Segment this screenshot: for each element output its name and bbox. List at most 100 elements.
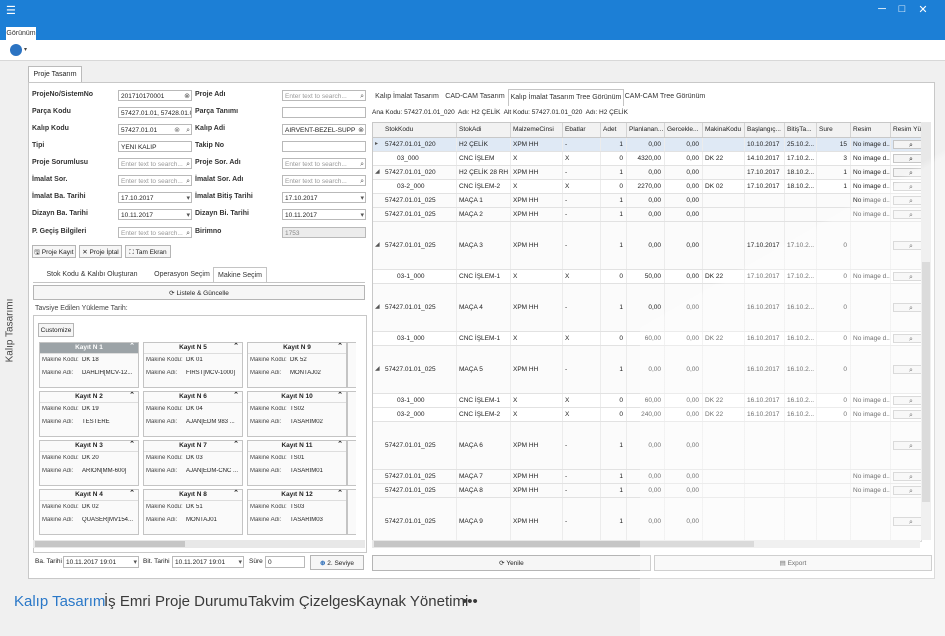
tab-stok-kodu[interactable]: Stok Kodu & Kalıbı Oluşturan Parçalar	[46, 271, 138, 293]
upload-image-button[interactable]: ⌕	[893, 181, 921, 191]
app-menu-icon[interactable]: ☰	[6, 5, 16, 17]
nav-kaynak-yonetimi[interactable]: Kaynak Yönetimi	[356, 593, 469, 610]
customize-button[interactable]: Customize	[38, 323, 74, 337]
tree-grid[interactable]: StokKodu StokAdi MalzemeCinsi Ebatlar Adet Pl…	[372, 122, 922, 542]
grid-horizontal-scrollbar[interactable]	[372, 540, 920, 548]
machine-card[interactable]: Kayıt N 1 ⌃ Makine Kodu: DK 18 Makine Adı: DA…	[39, 342, 139, 388]
clear-icon[interactable]: ⊗	[358, 127, 364, 134]
nav-more-icon[interactable]: •••	[462, 593, 478, 610]
chevron-up-icon[interactable]: ⌃	[337, 392, 343, 399]
imalat-bitis-date[interactable]: 17.10.2017 ▾	[282, 192, 366, 203]
takip-no-input[interactable]	[282, 141, 366, 152]
proje-no-input[interactable]: 201710170001 ⊗	[118, 90, 192, 101]
grid-header-7[interactable]: MakinaKodu	[703, 123, 745, 137]
search-icon[interactable]: ⌕	[186, 161, 190, 168]
machine-card[interactable]: Kayıt N 9 ⌃ Makine Kodu: DK 52 Makine Adı: MO…	[247, 342, 347, 388]
machine-card[interactable]: Kayıt N 12 ⌃ Makine Kodu: TS03 Makine Adı: TA…	[247, 489, 347, 535]
upload-image-button[interactable]: ⌕	[893, 364, 921, 374]
table-row[interactable]: ▸ 57427.01.01_020 H2 ÇELİK XPM HH -1 0,00 0,00…	[373, 138, 921, 152]
table-row[interactable]: 57427.01.01_025 MAÇA 9 XPM HH -1 0,00 0,00 ⌕	[373, 498, 921, 541]
table-row[interactable]: 03-1_000 CNC İŞLEM-1 X X 0 60,00 0,00 DK 22 16.1…	[373, 332, 921, 346]
proje-sorumlusu-input[interactable]: Enter text to search... ⌕	[118, 158, 192, 169]
search-icon[interactable]: ⌕	[186, 230, 190, 237]
search-icon[interactable]: ⌕	[186, 178, 190, 185]
dizayn-bi-date[interactable]: 10.11.2017 ▾	[282, 209, 366, 220]
close-button[interactable]: ✕	[918, 4, 928, 16]
table-row[interactable]: 57427.01.01_025 MAÇA 8 XPM HH -1 0,00 0,00 No …	[373, 484, 921, 498]
tab-cam-cam-tree[interactable]: CAM-CAM Tree Görünüm	[624, 93, 706, 100]
machine-card[interactable]: Kayıt N 4 ⌃ Makine Kodu: DK 02 Makine Adı: QU…	[39, 489, 139, 535]
grid-vertical-scrollbar-thumb[interactable]	[922, 262, 930, 502]
machine-card[interactable]: Kayıt N 5 ⌃ Makine Kodu: DK 01 Makine Adı: FI…	[143, 342, 243, 388]
machine-card-stub[interactable]	[347, 342, 356, 388]
grid-header-0[interactable]: StokKodu	[383, 123, 457, 137]
chevron-up-icon[interactable]: ⌃	[129, 441, 135, 448]
upload-image-button[interactable]: ⌕	[893, 195, 921, 205]
listele-guncelle-button[interactable]: ⟳ Listele & Güncelle	[33, 285, 365, 300]
machine-card-stub[interactable]	[347, 440, 356, 486]
tree-expand-icon[interactable]: ◢	[375, 168, 380, 175]
nav-is-emri[interactable]: İş Emri	[104, 593, 151, 610]
tree-expand-icon[interactable]: ▸	[375, 140, 379, 147]
card-horizontal-scrollbar-thumb[interactable]	[35, 541, 185, 547]
upload-image-button[interactable]: ⌕	[893, 471, 921, 481]
tab-kalip-tree[interactable]: Kalıp İmalat Tasarım Tree Görünüm	[508, 89, 624, 106]
machine-card-stub[interactable]	[347, 391, 356, 437]
grid-header-5[interactable]: Planlanan...	[627, 123, 665, 137]
chevron-up-icon[interactable]: ⌃	[129, 392, 135, 399]
table-row[interactable]: 57427.01.01_025 MAÇA 2 XPM HH -1 0,00 0,00 No …	[373, 208, 921, 222]
upload-image-button[interactable]: ⌕	[893, 271, 921, 281]
minimize-button[interactable]: ─	[878, 3, 886, 15]
machine-card-stub[interactable]	[347, 489, 356, 535]
kalip-kodu-input[interactable]: 57427.01.01 ⊗ ⌕	[118, 124, 192, 135]
machine-card[interactable]: Kayıt N 10 ⌃ Makine Kodu: TS02 Makine Adı: TA…	[247, 391, 347, 437]
birimno-input[interactable]: 1753	[282, 227, 366, 238]
sure-input[interactable]: 0	[265, 556, 305, 568]
upload-image-button[interactable]: ⌕	[893, 139, 921, 149]
upload-image-button[interactable]: ⌕	[893, 409, 921, 419]
chevron-up-icon[interactable]: ⌃	[233, 392, 239, 399]
machine-card[interactable]: Kayıt N 7 ⌃ Makine Kodu: DK 03 Makine Adı: AJ…	[143, 440, 243, 486]
chevron-up-icon[interactable]: ⌃	[233, 441, 239, 448]
table-row[interactable]: ◢ 57427.01.01_020 H2 ÇELİK 28 RH XPM HH -1 0,…	[373, 166, 921, 180]
table-row[interactable]: 57427.01.01_025 MAÇA 1 XPM HH -1 0,00 0,00 No …	[373, 194, 921, 208]
upload-image-button[interactable]: ⌕	[893, 302, 921, 312]
machine-card[interactable]: Kayıt N 6 ⌃ Makine Kodu: DK 04 Makine Adı: AJ…	[143, 391, 243, 437]
yenile-button[interactable]: ⟳ Yenile	[372, 555, 651, 571]
quick-access-dropdown-icon[interactable]: ▾	[24, 47, 28, 53]
proje-kayit-button[interactable]: 🖫 Proje Kayıt	[32, 245, 76, 258]
tree-expand-icon[interactable]: ◢	[375, 303, 380, 310]
imalat-ba-date[interactable]: 17.10.2017 ▾	[118, 192, 192, 203]
doc-tab-proje-tasarim[interactable]: Proje Tasarım	[28, 66, 82, 83]
search-icon[interactable]: ⌕	[360, 178, 364, 185]
nav-kalip-tasarim[interactable]: Kalıp Tasarım	[14, 593, 106, 610]
grid-header-8[interactable]: Başlangıç...	[745, 123, 785, 137]
grid-header-2[interactable]: MalzemeCinsi	[511, 123, 563, 137]
tree-expand-icon[interactable]: ◢	[375, 365, 380, 372]
upload-image-button[interactable]: ⌕	[893, 240, 921, 250]
chevron-down-icon[interactable]: ▾	[186, 212, 190, 219]
ribbon-tab-gorunum[interactable]: Görünüm	[6, 27, 36, 40]
table-row[interactable]: 03-1_000 CNC İŞLEM-1 X X 0 50,00 0,00 DK 22 17.1…	[373, 270, 921, 284]
maximize-button[interactable]: □	[898, 3, 906, 15]
grid-header-9[interactable]: BitişTa...	[785, 123, 817, 137]
chevron-down-icon[interactable]: ▾	[238, 559, 242, 566]
proje-iptal-button[interactable]: ✕ Proje İptal	[79, 245, 122, 258]
grid-horizontal-scrollbar-thumb[interactable]	[374, 541, 754, 547]
quick-access-icon[interactable]	[10, 44, 22, 56]
upload-image-button[interactable]: ⌕	[893, 395, 921, 405]
nav-takvim-cizelgesi[interactable]: Takvim Çizelgesi	[248, 593, 360, 610]
chevron-up-icon[interactable]: ⌃	[337, 343, 343, 350]
table-row[interactable]: 03-1_000 CNC İŞLEM-1 X X 0 60,00 0,00 DK 22 16.1…	[373, 394, 921, 408]
chevron-down-icon[interactable]: ▾	[360, 212, 364, 219]
tab-kalip-imalat[interactable]: Kalıp İmalat Tasarım	[375, 93, 439, 100]
search-icon[interactable]: ⌕	[186, 127, 190, 134]
upload-image-button[interactable]: ⌕	[893, 516, 921, 526]
upload-image-button[interactable]: ⌕	[893, 153, 921, 163]
imalat-sor-input[interactable]: Enter text to search... ⌕	[118, 175, 192, 186]
chevron-up-icon[interactable]: ⌃	[337, 490, 343, 497]
search-icon[interactable]: ⌕	[360, 161, 364, 168]
search-icon[interactable]: ⌕	[360, 93, 364, 100]
export-button[interactable]: ▤ Export	[654, 555, 932, 571]
proje-sor-adi-input[interactable]: Enter text to search... ⌕	[282, 158, 366, 169]
